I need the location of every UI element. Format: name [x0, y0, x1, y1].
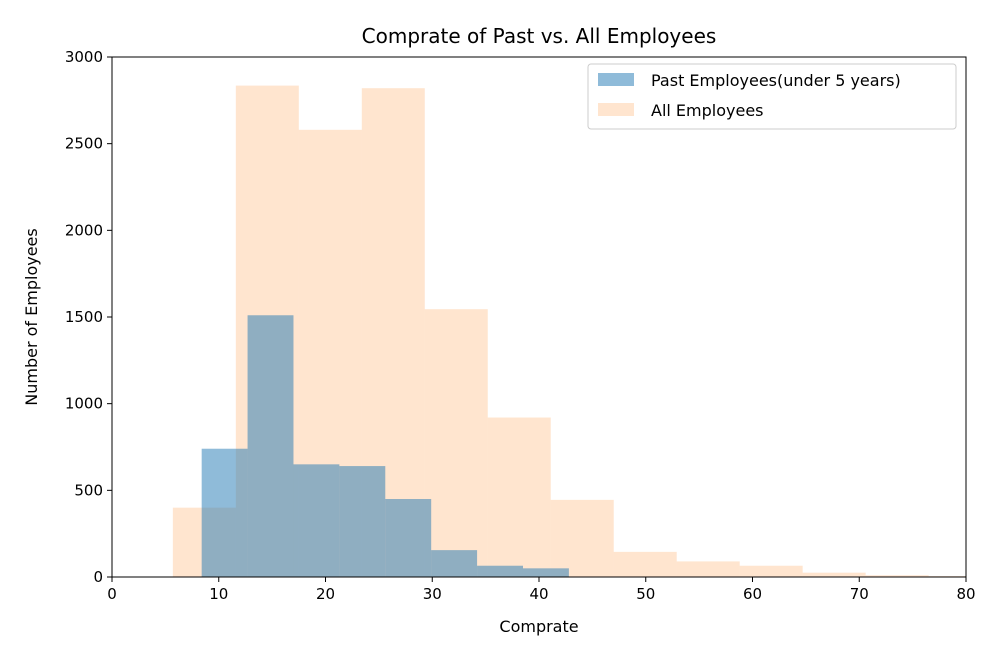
- bar-all-4: [424, 309, 488, 577]
- y-tick-label: 3000: [65, 48, 103, 66]
- bar-past-4: [385, 499, 432, 577]
- x-tick-label: 50: [636, 585, 655, 603]
- legend-swatch-past-employees: [598, 73, 634, 86]
- bar-all-6: [550, 499, 614, 577]
- bar-past-0: [201, 448, 248, 577]
- y-tick-label: 500: [74, 481, 103, 499]
- bar-past-6: [477, 565, 523, 577]
- legend-swatch-all-employees: [598, 103, 634, 116]
- bar-all-7: [613, 551, 677, 577]
- x-tick-label: 0: [107, 585, 117, 603]
- x-axis-title: Comprate: [499, 617, 578, 636]
- legend-label-all-employees: All Employees: [651, 101, 764, 120]
- x-tick-label: 10: [209, 585, 228, 603]
- bar-all-10: [802, 572, 866, 577]
- y-tick-label: 2500: [65, 135, 103, 153]
- y-tick-label: 1000: [65, 395, 103, 413]
- legend-label-past-employees: Past Employees(under 5 years): [651, 71, 901, 90]
- y-tick-label: 2000: [65, 221, 103, 239]
- bar-all-8: [676, 561, 740, 577]
- y-axis-title: Number of Employees: [22, 228, 41, 405]
- bar-all-9: [739, 565, 803, 577]
- legend: Past Employees(under 5 years) All Employ…: [587, 63, 957, 130]
- series-past-employees: [201, 315, 569, 577]
- x-axis: 0 10 20 30 40 50 60 70 80: [107, 577, 976, 603]
- x-tick-label: 60: [743, 585, 762, 603]
- x-tick-label: 80: [956, 585, 975, 603]
- x-tick-label: 70: [850, 585, 869, 603]
- bar-all-5: [487, 417, 551, 577]
- x-tick-label: 30: [423, 585, 442, 603]
- bar-past-7: [522, 568, 569, 577]
- y-tick-label: 1500: [65, 308, 103, 326]
- bar-past-1: [247, 315, 294, 577]
- bar-all-11: [865, 575, 929, 577]
- x-tick-label: 40: [529, 585, 548, 603]
- bar-past-3: [339, 466, 386, 577]
- y-axis: 0 500 1000 1500 2000 2500 3000: [65, 48, 112, 586]
- chart-title: Comprate of Past vs. All Employees: [362, 24, 717, 48]
- x-tick-label: 20: [316, 585, 335, 603]
- bar-past-2: [293, 464, 340, 577]
- bar-past-5: [431, 550, 478, 577]
- legend-frame: [587, 63, 957, 130]
- plot-area: [172, 85, 966, 578]
- y-tick-label: 0: [93, 568, 103, 586]
